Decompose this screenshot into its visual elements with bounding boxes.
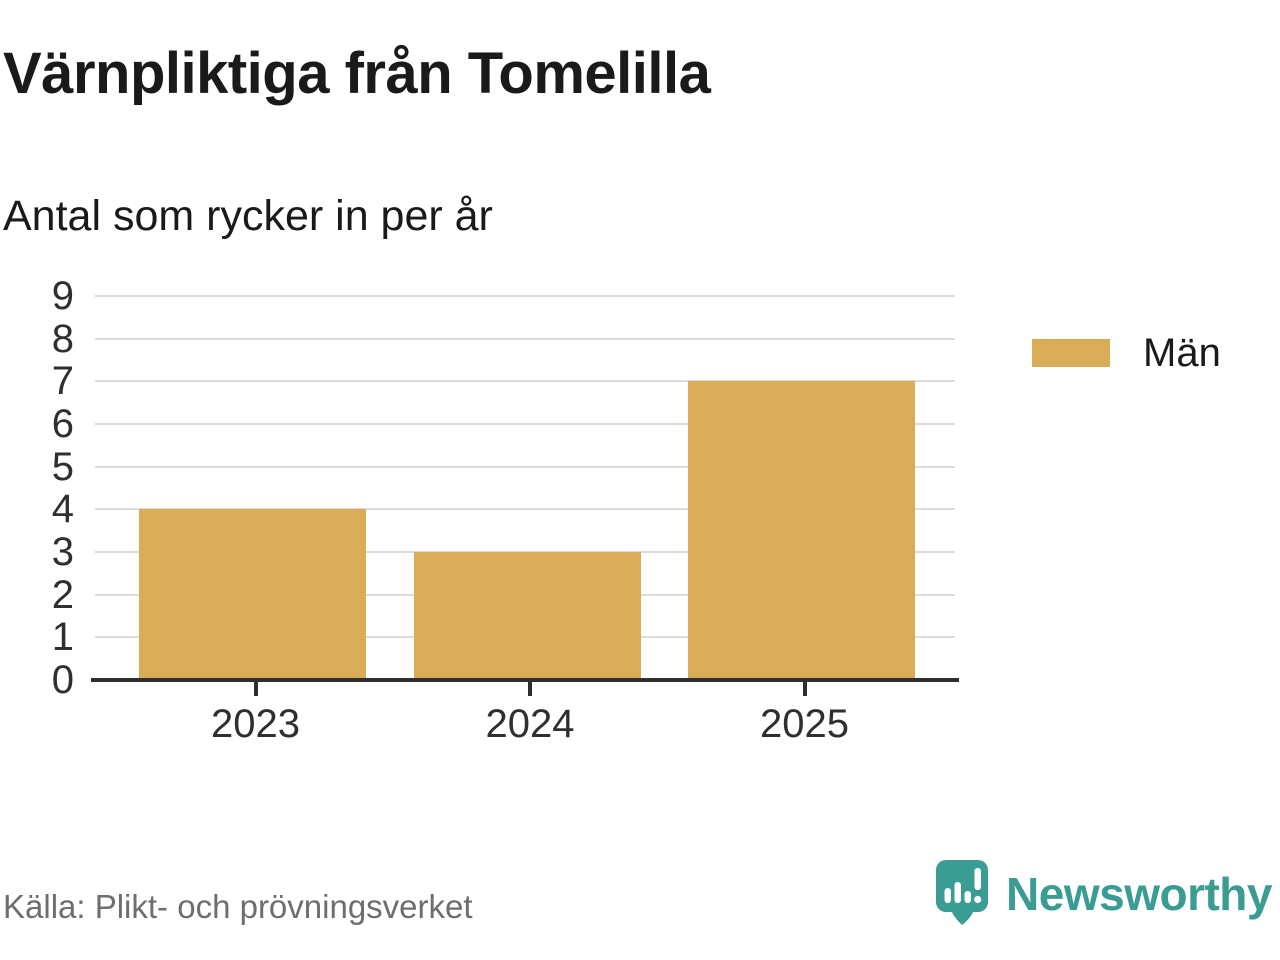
y-axis-label-3: 3	[51, 530, 74, 574]
legend-swatch-man	[1032, 339, 1110, 367]
bar-2025	[688, 381, 915, 680]
y-axis-label-4: 4	[51, 487, 74, 532]
gridline-7	[95, 380, 955, 383]
x-axis-label-2025: 2025	[760, 702, 849, 746]
y-axis-label-8: 8	[51, 316, 74, 361]
y-axis-label-2: 2	[51, 572, 74, 617]
bar-2023	[139, 509, 366, 680]
legend: Män	[1032, 331, 1221, 375]
y-axis-label-1: 1	[51, 615, 74, 660]
gridline-4	[95, 508, 955, 511]
x-axis-line	[91, 678, 959, 682]
x-tick-2024	[528, 682, 532, 696]
gridline-5	[95, 465, 955, 468]
y-axis-label-9: 9	[51, 274, 74, 318]
x-axis-label-2024: 2024	[485, 702, 575, 746]
gridline-8	[95, 337, 955, 340]
x-tick-2025	[802, 682, 807, 696]
y-axis-label-0: 0	[51, 658, 74, 702]
y-axis-label-6: 6	[51, 402, 74, 446]
bar-2024	[413, 552, 641, 680]
y-axis-label-5: 5	[51, 444, 74, 489]
x-tick-2023	[253, 682, 258, 696]
gridline-9	[95, 295, 955, 297]
gridline-6	[95, 423, 955, 425]
legend-label-man: Män	[1143, 331, 1221, 375]
newsworthy-wordmark: Newsworthy	[1006, 868, 1272, 920]
newsworthy-logo: Newsworthy	[934, 858, 1272, 930]
chart-subtitle: Antal som rycker in per år	[3, 192, 493, 240]
source-note: Källa: Plikt- och prövningsverket	[3, 888, 473, 925]
chart-title: Värnpliktiga från Tomelilla	[3, 41, 711, 106]
y-axis-label-7: 7	[51, 359, 74, 404]
newsworthy-speech-bubble-barchart-icon	[936, 860, 989, 925]
x-axis-label-2023: 2023	[211, 702, 300, 746]
